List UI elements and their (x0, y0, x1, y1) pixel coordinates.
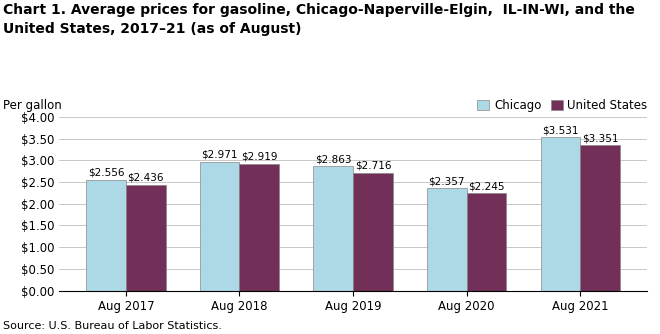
Text: $3.531: $3.531 (543, 125, 579, 135)
Bar (126, 185, 166, 291)
Text: $2.971: $2.971 (201, 150, 238, 160)
Text: $2.919: $2.919 (241, 152, 278, 162)
Bar (200, 162, 240, 291)
Bar (314, 166, 353, 291)
Bar (427, 188, 467, 291)
Legend: Chicago, United States: Chicago, United States (477, 100, 647, 113)
Bar (353, 173, 393, 291)
Text: $3.351: $3.351 (582, 133, 618, 143)
Text: $2.863: $2.863 (315, 154, 352, 164)
Text: $2.357: $2.357 (428, 176, 465, 186)
Bar (86, 180, 126, 291)
Text: $2.556: $2.556 (88, 168, 124, 178)
Text: Source: U.S. Bureau of Labor Statistics.: Source: U.S. Bureau of Labor Statistics. (3, 321, 222, 331)
Text: Chart 1. Average prices for gasoline, Chicago-Naperville-Elgin,  IL-IN-WI, and t: Chart 1. Average prices for gasoline, Ch… (3, 3, 635, 36)
Bar (240, 164, 279, 291)
Text: $2.245: $2.245 (469, 181, 505, 191)
Text: Per gallon: Per gallon (3, 99, 62, 112)
Text: $2.716: $2.716 (354, 161, 391, 171)
Text: $2.436: $2.436 (127, 173, 164, 183)
Bar (541, 137, 580, 291)
Bar (580, 145, 620, 291)
Bar (467, 193, 506, 291)
